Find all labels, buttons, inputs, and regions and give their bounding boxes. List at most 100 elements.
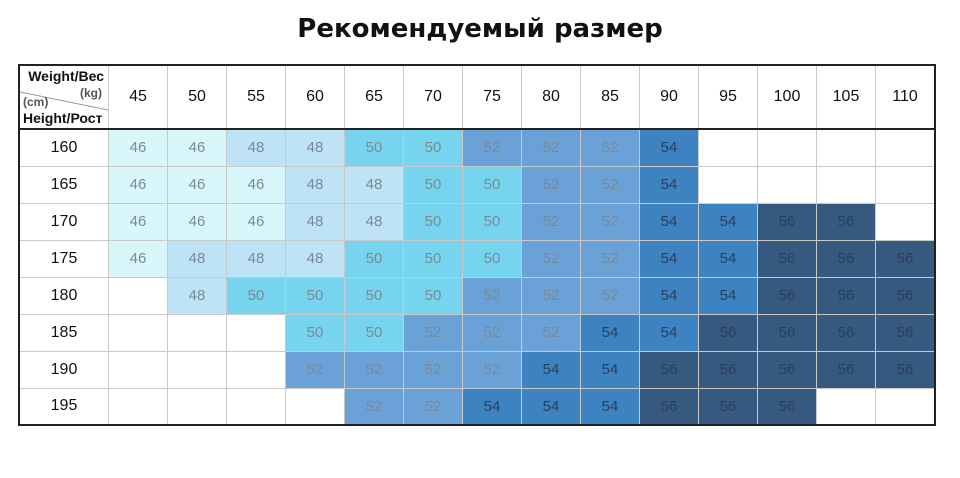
size-table: Weight/Вес (kg) (cm) Height/Рост 45 50 55 6… (18, 64, 936, 426)
size-cell-190-110: 56 (875, 350, 936, 389)
size-cell-190-65: 52 (344, 350, 404, 389)
size-cell-185-100: 56 (757, 313, 817, 352)
size-cell-190-75: 52 (462, 350, 522, 389)
size-cell-170-85: 52 (580, 202, 640, 241)
size-cell-170-60: 48 (285, 202, 345, 241)
size-cell-170-110 (875, 202, 936, 241)
weight-header-55: 55 (226, 64, 286, 130)
weight-header-70: 70 (403, 64, 463, 130)
size-cell-160-80: 52 (521, 128, 581, 167)
size-cell-180-100: 56 (757, 276, 817, 315)
size-cell-175-70: 50 (403, 239, 463, 278)
height-label-180: 180 (18, 276, 109, 315)
height-axis-label: Height/Рост (23, 110, 103, 126)
size-cell-195-105 (816, 387, 876, 426)
height-label-175: 175 (18, 239, 109, 278)
size-cell-185-75: 52 (462, 313, 522, 352)
size-cell-165-55: 46 (226, 165, 286, 204)
size-cell-160-90: 54 (639, 128, 699, 167)
size-cell-190-80: 54 (521, 350, 581, 389)
size-cell-185-105: 56 (816, 313, 876, 352)
size-cell-180-105: 56 (816, 276, 876, 315)
size-cell-170-95: 54 (698, 202, 758, 241)
size-cell-180-85: 52 (580, 276, 640, 315)
size-cell-165-80: 52 (521, 165, 581, 204)
size-cell-195-110 (875, 387, 936, 426)
weight-axis-label: Weight/Вес (28, 68, 104, 84)
size-cell-175-100: 56 (757, 239, 817, 278)
size-cell-195-60 (285, 387, 345, 426)
weight-header-row: Weight/Вес (kg) (cm) Height/Рост 45 50 55 6… (18, 64, 936, 130)
size-cell-160-85: 52 (580, 128, 640, 167)
size-cell-170-75: 50 (462, 202, 522, 241)
size-cell-170-55: 46 (226, 202, 286, 241)
size-cell-180-110: 56 (875, 276, 936, 315)
size-row-195: 195 52 52 54 54 54 56 56 56 (18, 387, 936, 426)
size-cell-190-90: 56 (639, 350, 699, 389)
height-label-170: 170 (18, 202, 109, 241)
size-table-wrapper: Weight/Вес (kg) (cm) Height/Рост 45 50 55 6… (18, 64, 936, 426)
size-cell-190-45 (108, 350, 168, 389)
weight-header-95: 95 (698, 64, 758, 130)
size-row-175: 175 46 48 48 48 50 50 50 52 52 54 54 56 56 56 (18, 239, 936, 278)
height-unit-label: (cm) (23, 95, 49, 109)
size-cell-195-80: 54 (521, 387, 581, 426)
size-cell-195-45 (108, 387, 168, 426)
size-cell-185-80: 52 (521, 313, 581, 352)
size-cell-190-105: 56 (816, 350, 876, 389)
size-cell-185-85: 54 (580, 313, 640, 352)
height-label-190: 190 (18, 350, 109, 389)
size-cell-160-105 (816, 128, 876, 167)
size-cell-185-60: 50 (285, 313, 345, 352)
size-cell-185-95: 56 (698, 313, 758, 352)
size-cell-160-75: 52 (462, 128, 522, 167)
size-cell-185-50 (167, 313, 227, 352)
size-cell-190-70: 52 (403, 350, 463, 389)
size-cell-185-55 (226, 313, 286, 352)
size-cell-165-95 (698, 165, 758, 204)
height-label-185: 185 (18, 313, 109, 352)
size-cell-170-65: 48 (344, 202, 404, 241)
size-cell-175-55: 48 (226, 239, 286, 278)
size-cell-175-110: 56 (875, 239, 936, 278)
weight-header-60: 60 (285, 64, 345, 130)
size-cell-165-65: 48 (344, 165, 404, 204)
size-row-180: 180 48 50 50 50 50 52 52 52 54 54 56 56 56 (18, 276, 936, 315)
size-row-170: 170 46 46 46 48 48 50 50 52 52 54 54 56 56 (18, 202, 936, 241)
size-row-190: 190 52 52 52 52 54 54 56 56 56 56 56 (18, 350, 936, 389)
weight-header-50: 50 (167, 64, 227, 130)
size-cell-195-65: 52 (344, 387, 404, 426)
size-cell-170-90: 54 (639, 202, 699, 241)
size-row-160: 160 46 46 48 48 50 50 52 52 52 54 (18, 128, 936, 167)
height-label-195: 195 (18, 387, 109, 426)
size-cell-175-75: 50 (462, 239, 522, 278)
size-cell-190-60: 52 (285, 350, 345, 389)
size-cell-165-85: 52 (580, 165, 640, 204)
weight-header-75: 75 (462, 64, 522, 130)
size-cell-175-45: 46 (108, 239, 168, 278)
weight-header-110: 110 (875, 64, 936, 130)
size-cell-185-45 (108, 313, 168, 352)
size-cell-190-100: 56 (757, 350, 817, 389)
size-cell-160-70: 50 (403, 128, 463, 167)
weight-header-80: 80 (521, 64, 581, 130)
size-cell-175-90: 54 (639, 239, 699, 278)
size-cell-175-85: 52 (580, 239, 640, 278)
size-cell-180-90: 54 (639, 276, 699, 315)
size-cell-160-65: 50 (344, 128, 404, 167)
size-cell-180-65: 50 (344, 276, 404, 315)
size-cell-175-65: 50 (344, 239, 404, 278)
size-cell-170-45: 46 (108, 202, 168, 241)
size-cell-185-70: 52 (403, 313, 463, 352)
size-cell-175-105: 56 (816, 239, 876, 278)
weight-header-65: 65 (344, 64, 404, 130)
size-cell-195-55 (226, 387, 286, 426)
size-cell-165-100 (757, 165, 817, 204)
size-cell-180-70: 50 (403, 276, 463, 315)
size-cell-165-60: 48 (285, 165, 345, 204)
size-row-185: 185 50 50 52 52 52 54 54 56 56 56 56 (18, 313, 936, 352)
diagonal-divider (20, 91, 108, 111)
size-cell-195-100: 56 (757, 387, 817, 426)
corner-header: Weight/Вес (kg) (cm) Height/Рост (18, 64, 109, 130)
size-cell-195-50 (167, 387, 227, 426)
